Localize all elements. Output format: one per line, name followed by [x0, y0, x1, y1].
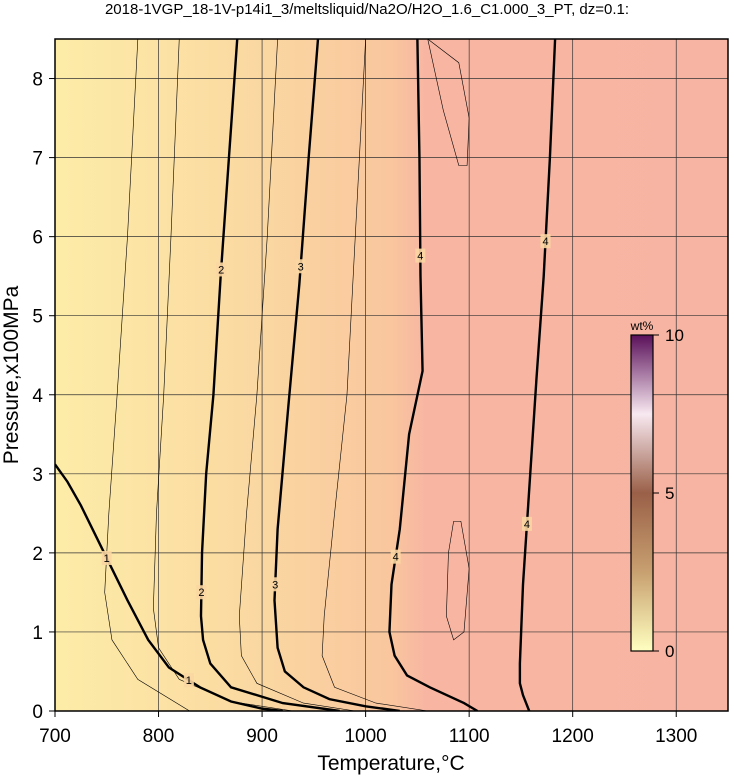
x-tick-label: 1300	[655, 726, 697, 747]
y-tick-label: 7	[32, 149, 43, 170]
minor-contour	[321, 39, 428, 711]
colorbar	[630, 334, 654, 652]
contour-label-bg	[183, 673, 194, 688]
contour-line	[199, 39, 340, 711]
contour-label-bg	[415, 248, 426, 263]
y-tick-label: 6	[32, 228, 43, 249]
y-tick-label: 2	[32, 544, 43, 565]
contour-label-bg	[216, 262, 227, 277]
y-axis-label: Pressure,x100MPa	[0, 285, 23, 464]
contour-label: 3	[272, 579, 278, 591]
contour-label: 2	[198, 587, 204, 599]
y-tick-label: 1	[32, 623, 43, 644]
y-tick-label: 5	[32, 307, 43, 328]
contour-line	[388, 39, 479, 711]
x-tick-label: 700	[39, 726, 71, 747]
x-tick-label: 1200	[552, 726, 594, 747]
x-tick-label: 1100	[449, 726, 490, 747]
contour-label: 4	[393, 552, 399, 564]
colorbar-label: wt%	[630, 319, 654, 333]
minor-contour	[238, 39, 356, 711]
contour-label-bg	[196, 585, 207, 600]
contour-label-bg	[270, 577, 281, 592]
minor-contour	[446, 520, 470, 641]
contour-label: 1	[186, 675, 192, 687]
y-tick-label: 4	[32, 386, 43, 407]
contour-label: 4	[524, 519, 530, 531]
chart-title: 2018-1VGP_18-1V-p14i1_3/meltsliquid/Na2O…	[105, 1, 629, 18]
colorbar-tick-label: 0	[665, 642, 674, 661]
contour-label-bg	[540, 234, 551, 249]
x-tick-label: 1000	[344, 726, 386, 747]
contour-label: 4	[542, 236, 548, 248]
colorbar-tick-label: 5	[665, 484, 674, 503]
y-tick-label: 0	[32, 702, 43, 723]
minor-contour	[427, 39, 470, 166]
contour-label: 1	[104, 553, 110, 565]
contour-label: 4	[417, 251, 423, 263]
x-tick-label: 800	[143, 726, 175, 747]
contour-label-bg	[390, 549, 401, 564]
x-axis-label: Temperature,°C	[317, 752, 464, 775]
contour-label-bg	[101, 550, 112, 565]
y-tick-label: 3	[32, 465, 43, 486]
contour-line	[518, 39, 557, 711]
y-tick-label: 8	[32, 70, 43, 91]
contour-label: 2	[218, 264, 224, 276]
contour-label-bg	[295, 259, 306, 274]
contour-label-bg	[521, 516, 532, 531]
x-tick-label: 900	[246, 726, 278, 747]
contour-line	[55, 463, 283, 711]
colorbar-tick-label: 10	[665, 326, 684, 345]
contour-label: 3	[298, 261, 304, 273]
plot-frame	[54, 38, 729, 712]
